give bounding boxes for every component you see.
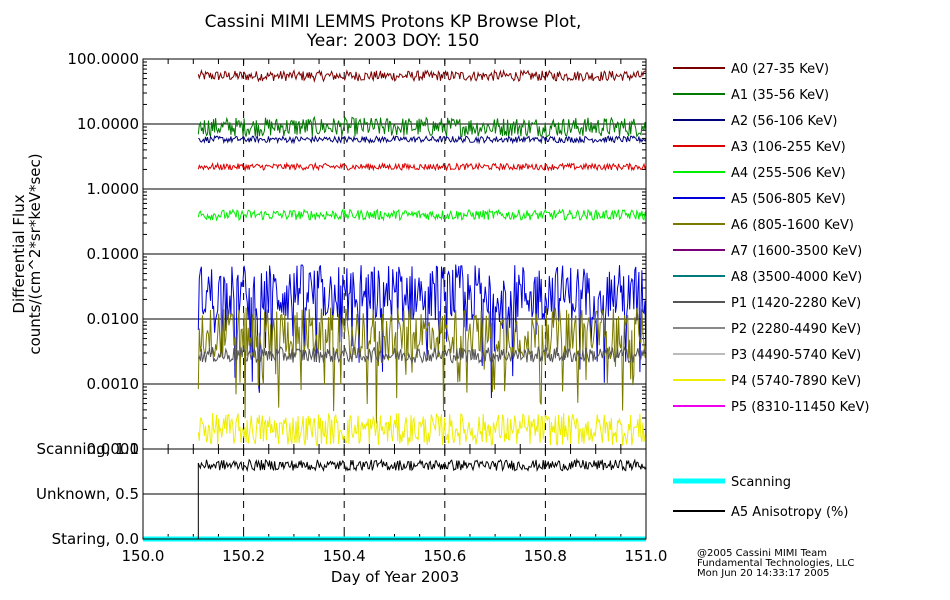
legend-entry: P1 (1420-2280 KeV) bbox=[731, 296, 861, 311]
status-panel: Scanning, 1.0 Unknown, 0.5 Staring, 0.0 bbox=[36, 440, 647, 548]
legend-entry: A3 (106-255 KeV) bbox=[731, 140, 846, 155]
x-tick-labels: 150.0 150.2 150.4 150.6 150.8 151.0 bbox=[122, 547, 668, 565]
anisotropy-series-line bbox=[197, 457, 647, 540]
legend-entry: A5 Anisotropy (%) bbox=[731, 505, 848, 520]
legend-entry: P4 (5740-7890 KeV) bbox=[731, 374, 861, 389]
y-axis-label-line-2: counts/(cm^2*sr*keV*sec) bbox=[26, 153, 44, 354]
flux-series-line bbox=[198, 134, 647, 145]
flux-series-line bbox=[197, 412, 647, 447]
flux-series-line bbox=[197, 345, 647, 365]
title-line-1: Cassini MIMI LEMMS Protons KP Browse Plo… bbox=[205, 12, 582, 32]
x-tick-label: 150.8 bbox=[524, 547, 567, 565]
title-line-2: Year: 2003 DOY: 150 bbox=[306, 31, 480, 51]
x-tick-label: 150.0 bbox=[122, 547, 165, 565]
legend-entry: P3 (4490-5740 KeV) bbox=[731, 348, 861, 363]
x-tick-label: 151.0 bbox=[625, 547, 668, 565]
flux-series-line bbox=[197, 264, 647, 399]
flux-y-tick-label: 10.0000 bbox=[77, 115, 139, 133]
flux-series bbox=[197, 68, 647, 447]
flux-y-tick-labels: 100.0000 10.0000 1.0000 0.1000 0.0100 0.0010 0… bbox=[67, 50, 139, 458]
legend-entry: A0 (27-35 KeV) bbox=[731, 62, 829, 77]
status-series bbox=[143, 457, 647, 542]
flux-y-tick-label: 0.0001 bbox=[87, 440, 140, 458]
status-y-tick-label: Staring, 0.0 bbox=[52, 530, 139, 548]
credit-line-2: Fundamental Technologies, LLC bbox=[697, 558, 854, 569]
flux-series-line bbox=[197, 115, 647, 138]
legend: A0 (27-35 KeV) A1 (35-56 KeV) A2 (56-106 K… bbox=[673, 62, 869, 520]
legend-entry: A4 (255-506 KeV) bbox=[731, 166, 846, 181]
plot-title: Cassini MIMI LEMMS Protons KP Browse Plo… bbox=[205, 12, 582, 51]
flux-series-line bbox=[197, 161, 647, 172]
flux-y-tick-label: 0.0010 bbox=[87, 375, 140, 393]
legend-entry: Scanning bbox=[731, 475, 791, 490]
legend-entry: A1 (35-56 KeV) bbox=[731, 88, 829, 103]
credit-line-3: Mon Jun 20 14:33:17 2005 bbox=[697, 568, 830, 579]
x-axis: 150.0 150.2 150.4 150.6 150.8 151.0 Day of Ye… bbox=[122, 547, 668, 586]
legend-entry: A6 (805-1600 KeV) bbox=[731, 218, 854, 233]
credit-line-1: @2005 Cassini MIMI Team bbox=[697, 548, 827, 559]
status-y-tick-label: Scanning, 1.0 bbox=[36, 440, 139, 458]
y-axis-label-line-1: Differential Flux bbox=[10, 194, 28, 313]
flux-series-line bbox=[197, 68, 646, 83]
legend-entry: P5 (8310-11450 KeV) bbox=[731, 400, 869, 415]
x-tick-label: 150.2 bbox=[222, 547, 265, 565]
flux-y-tick-label: 100.0000 bbox=[67, 50, 139, 68]
legend-entry: A8 (3500-4000 KeV) bbox=[731, 270, 862, 285]
flux-series-line bbox=[197, 208, 647, 222]
legend-entry: A2 (56-106 KeV) bbox=[731, 114, 837, 129]
x-tick-label: 150.6 bbox=[423, 547, 466, 565]
x-axis-label: Day of Year 2003 bbox=[331, 568, 459, 586]
legend-entry: P2 (2280-4490 KeV) bbox=[731, 322, 861, 337]
status-frame bbox=[142, 448, 647, 540]
x-tick-label: 150.4 bbox=[323, 547, 366, 565]
legend-entry: A5 (506-805 KeV) bbox=[731, 192, 846, 207]
status-y-tick-label: Unknown, 0.5 bbox=[36, 485, 139, 503]
status-y-tick-labels: Scanning, 1.0 Unknown, 0.5 Staring, 0.0 bbox=[36, 440, 139, 548]
credit-block: @2005 Cassini MIMI Team Fundamental Tech… bbox=[697, 548, 854, 579]
flux-y-tick-label: 0.1000 bbox=[87, 245, 140, 263]
legend-entry: A7 (1600-3500 KeV) bbox=[731, 244, 862, 259]
flux-y-tick-label: 0.0100 bbox=[87, 310, 140, 328]
flux-series-line bbox=[197, 307, 647, 424]
flux-y-tick-label: 1.0000 bbox=[87, 180, 140, 198]
